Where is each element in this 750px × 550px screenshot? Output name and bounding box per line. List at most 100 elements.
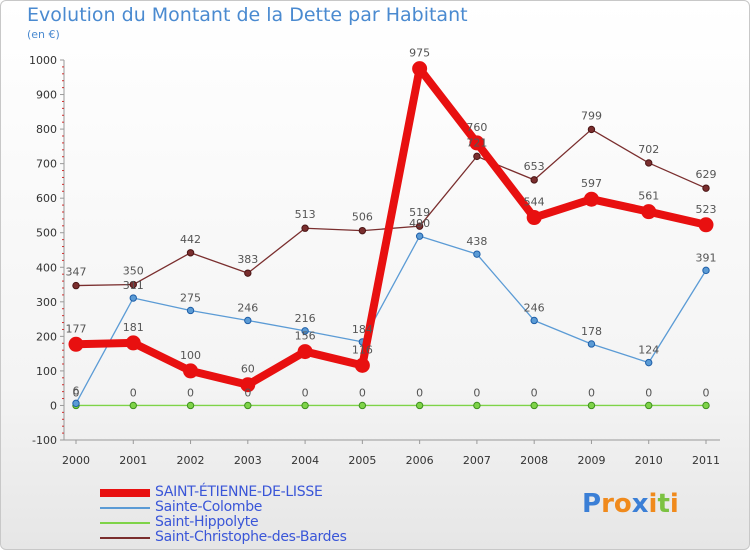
data-label: 0 — [703, 386, 710, 399]
data-label: 0 — [244, 386, 251, 399]
data-point — [358, 226, 367, 235]
data-label: 246 — [237, 301, 258, 314]
data-label: 442 — [180, 233, 201, 246]
data-label: 311 — [123, 279, 144, 292]
y-tick-label: 0 — [50, 399, 57, 412]
data-point — [244, 316, 252, 325]
x-tick-label: 2007 — [463, 454, 491, 467]
data-label: 519 — [409, 206, 430, 219]
x-tick-label: 2009 — [577, 454, 605, 467]
data-point — [587, 340, 596, 348]
legend-swatch — [100, 537, 150, 539]
y-tick-label: 200 — [36, 330, 57, 343]
data-point — [698, 217, 714, 233]
data-label: 544 — [524, 196, 545, 209]
series-line-1 — [75, 235, 707, 404]
data-point — [587, 125, 596, 134]
data-point — [415, 401, 424, 410]
data-point — [702, 184, 710, 192]
data-point — [244, 401, 252, 410]
data-point — [530, 401, 538, 410]
data-point — [129, 280, 137, 289]
data-label: 0 — [473, 386, 480, 399]
data-point — [125, 335, 141, 351]
data-point — [72, 399, 80, 408]
logo-letter: P — [582, 489, 602, 519]
data-point — [702, 266, 710, 275]
series-line-0 — [75, 64, 707, 389]
data-label: 383 — [237, 253, 258, 266]
data-label: 0 — [302, 386, 309, 399]
data-point — [183, 363, 199, 379]
data-label: 156 — [295, 330, 316, 343]
y-tick-label: 900 — [36, 89, 57, 102]
logo-letter: t — [657, 489, 670, 519]
x-tick-label: 2005 — [348, 454, 376, 467]
data-point — [240, 377, 256, 393]
data-label: 124 — [638, 344, 659, 357]
logo-letter: x — [631, 489, 649, 519]
data-label: 116 — [352, 343, 373, 356]
legend-swatch — [100, 522, 150, 524]
data-point — [186, 306, 195, 315]
x-tick-label: 2010 — [635, 454, 663, 467]
data-label: 0 — [416, 386, 423, 399]
data-label: 702 — [638, 143, 659, 156]
data-label: 0 — [645, 386, 652, 399]
data-label: 0 — [130, 386, 137, 399]
data-point — [530, 316, 538, 325]
data-point — [72, 281, 80, 290]
logo-letter: i — [669, 489, 679, 519]
x-tick-label: 2008 — [520, 454, 548, 467]
data-label: 561 — [638, 190, 659, 203]
logo-letter: i — [648, 489, 658, 519]
data-point — [583, 191, 599, 207]
x-tick-label: 2004 — [291, 454, 319, 467]
data-label: 181 — [123, 321, 144, 334]
y-tick-label: 300 — [36, 296, 57, 309]
data-label: 760 — [466, 121, 487, 134]
data-label: 523 — [696, 203, 717, 216]
data-label: 391 — [696, 251, 717, 264]
data-label: 100 — [180, 349, 201, 362]
data-point — [645, 159, 653, 167]
data-point — [641, 204, 657, 220]
data-label: 653 — [524, 160, 545, 173]
legend-swatch — [100, 507, 150, 509]
data-point — [702, 401, 710, 410]
data-point — [645, 358, 653, 367]
y-tick-label: 400 — [36, 261, 57, 274]
logo-letter: o — [613, 489, 632, 519]
data-point — [301, 401, 309, 410]
data-point — [645, 401, 653, 410]
data-point — [68, 336, 84, 352]
x-tick-label: 2003 — [234, 454, 262, 467]
data-point — [301, 327, 309, 335]
data-label: 60 — [241, 363, 255, 376]
x-tick-label: 2011 — [692, 454, 720, 467]
data-point — [129, 294, 137, 302]
data-point — [297, 344, 313, 360]
data-point — [358, 401, 367, 410]
data-label: 799 — [581, 109, 602, 122]
y-tick-label: 700 — [36, 158, 57, 171]
legend-label: Saint-Christophe-des-Bardes — [155, 529, 347, 545]
data-label: 490 — [409, 217, 430, 230]
data-label: 0 — [531, 386, 538, 399]
data-label: 513 — [295, 208, 316, 221]
data-point — [186, 249, 195, 257]
data-label: 184 — [352, 323, 373, 336]
data-label: 216 — [295, 312, 316, 325]
legend-label: SAINT-ÉTIENNE-DE-LISSE — [155, 484, 323, 500]
logo-letter: r — [601, 489, 614, 519]
data-point — [244, 269, 252, 277]
data-label: 177 — [66, 322, 87, 335]
data-point — [354, 357, 370, 373]
data-label: 0 — [73, 386, 80, 399]
data-label: 438 — [466, 235, 487, 248]
data-point — [412, 61, 428, 77]
data-label: 629 — [696, 168, 717, 181]
legend-label: Saint-Hippolyte — [155, 514, 259, 530]
